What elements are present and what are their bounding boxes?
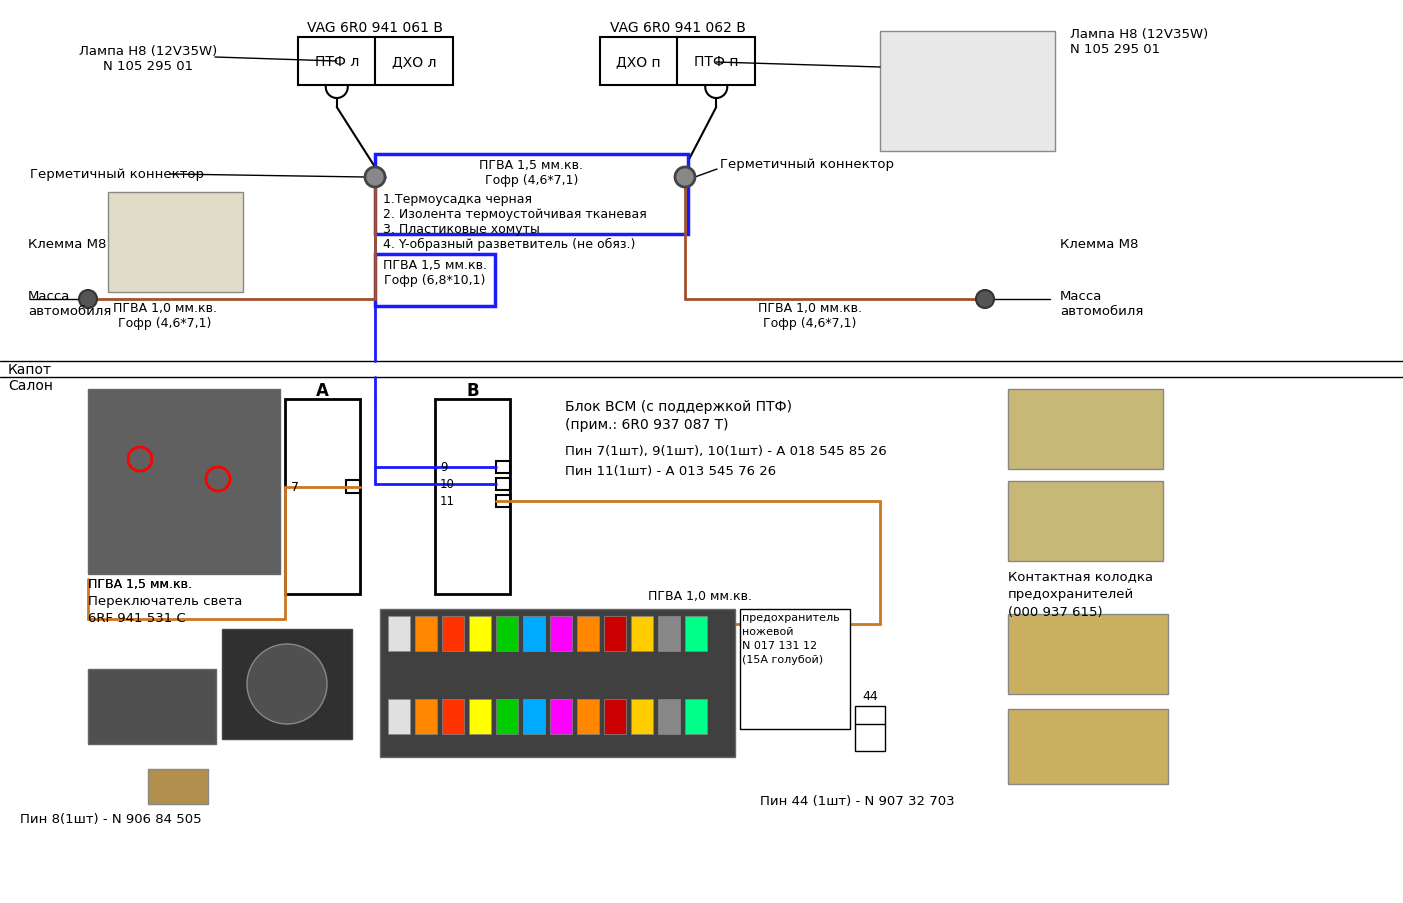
Text: ПГВА 1,0 мм.кв.: ПГВА 1,0 мм.кв. bbox=[648, 590, 752, 602]
Text: (15A голубой): (15A голубой) bbox=[742, 655, 824, 665]
Text: Контактная колодка: Контактная колодка bbox=[1007, 570, 1153, 582]
Text: A: A bbox=[316, 382, 328, 399]
Bar bbox=[1007, 614, 1169, 694]
Text: ПГВА 1,0 мм.кв.
Гофр (4,6*7,1): ПГВА 1,0 мм.кв. Гофр (4,6*7,1) bbox=[114, 302, 217, 330]
Text: Капот: Капот bbox=[8, 363, 52, 377]
Bar bbox=[658, 617, 680, 651]
Bar bbox=[285, 399, 361, 594]
Bar bbox=[880, 32, 1055, 152]
Text: ПГВА 1,0 мм.кв.
Гофр (4,6*7,1): ПГВА 1,0 мм.кв. Гофр (4,6*7,1) bbox=[758, 302, 861, 330]
Bar bbox=[1007, 709, 1169, 784]
Text: (прим.: 6R0 937 087 Т): (прим.: 6R0 937 087 Т) bbox=[565, 417, 728, 432]
Text: предохранителей: предохранителей bbox=[1007, 587, 1134, 600]
Text: B: B bbox=[466, 382, 478, 399]
Text: ПТФ л: ПТФ л bbox=[314, 55, 359, 69]
Circle shape bbox=[79, 291, 97, 309]
Bar bbox=[435, 399, 511, 594]
Text: Блок ВСМ (с поддержкой ПТФ): Блок ВСМ (с поддержкой ПТФ) bbox=[565, 399, 793, 414]
Bar bbox=[523, 617, 544, 651]
Circle shape bbox=[675, 168, 694, 188]
Text: N 017 131 12: N 017 131 12 bbox=[742, 640, 817, 650]
Bar bbox=[415, 617, 436, 651]
Text: ПТФ п: ПТФ п bbox=[694, 55, 738, 69]
Bar bbox=[605, 617, 626, 651]
Bar bbox=[469, 617, 491, 651]
Text: ДХО л: ДХО л bbox=[391, 55, 436, 69]
Text: Лампа H8 (12V35W)
N 105 295 01: Лампа H8 (12V35W) N 105 295 01 bbox=[1070, 28, 1208, 56]
Bar bbox=[577, 617, 599, 651]
Bar bbox=[631, 699, 652, 734]
Text: Масса
автомобиля: Масса автомобиля bbox=[28, 290, 111, 318]
Circle shape bbox=[976, 291, 993, 309]
Text: VAG 6R0 941 062 B: VAG 6R0 941 062 B bbox=[609, 21, 745, 35]
Bar bbox=[497, 461, 511, 473]
Circle shape bbox=[365, 168, 384, 188]
Bar bbox=[375, 255, 495, 307]
Text: ПГВА 1,5 мм.кв.
Гофр (4,6*7,1): ПГВА 1,5 мм.кв. Гофр (4,6*7,1) bbox=[480, 159, 584, 187]
Text: Салон: Салон bbox=[8, 378, 53, 393]
Bar bbox=[222, 629, 352, 740]
Bar bbox=[415, 699, 436, 734]
Text: (000 937 615): (000 937 615) bbox=[1007, 605, 1103, 619]
Bar bbox=[550, 699, 572, 734]
Text: 44: 44 bbox=[861, 689, 878, 703]
Bar bbox=[658, 699, 680, 734]
Bar bbox=[108, 192, 243, 293]
Text: Масса
автомобиля: Масса автомобиля bbox=[1061, 290, 1143, 318]
Text: Переключатель света: Переключатель света bbox=[88, 594, 243, 608]
Text: Пин 44 (1шт) - N 907 32 703: Пин 44 (1шт) - N 907 32 703 bbox=[760, 794, 954, 807]
Bar bbox=[497, 479, 511, 490]
Text: ПГВА 1,5 мм.кв.: ПГВА 1,5 мм.кв. bbox=[88, 577, 192, 591]
Bar bbox=[297, 38, 453, 86]
Bar bbox=[442, 699, 464, 734]
Bar bbox=[577, 699, 599, 734]
Bar bbox=[469, 699, 491, 734]
Text: VAG 6R0 941 061 B: VAG 6R0 941 061 B bbox=[307, 21, 443, 35]
Text: Пин 11(1шт) - A 013 545 76 26: Пин 11(1шт) - A 013 545 76 26 bbox=[565, 464, 776, 478]
Text: Пин 8(1шт) - N 906 84 505: Пин 8(1шт) - N 906 84 505 bbox=[20, 812, 202, 825]
Bar bbox=[605, 699, 626, 734]
Text: Лампа H8 (12V35W)
N 105 295 01: Лампа H8 (12V35W) N 105 295 01 bbox=[79, 45, 217, 73]
Bar bbox=[1007, 481, 1163, 562]
Text: 10: 10 bbox=[441, 478, 455, 491]
Bar bbox=[380, 610, 735, 757]
Circle shape bbox=[247, 644, 327, 724]
Bar bbox=[375, 154, 687, 235]
Bar bbox=[631, 617, 652, 651]
Bar bbox=[497, 617, 518, 651]
Text: ПГВА 1,5 мм.кв.: ПГВА 1,5 мм.кв. bbox=[88, 577, 192, 591]
Text: 7: 7 bbox=[290, 481, 299, 494]
Text: ножевой: ножевой bbox=[742, 627, 794, 637]
Text: 1.Термоусадка черная
2. Изолента термоустойчивая тканевая
3. Пластиковые хомуты
: 1.Термоусадка черная 2. Изолента термоус… bbox=[383, 192, 647, 251]
Text: предохранитель: предохранитель bbox=[742, 612, 839, 622]
Text: Герметичный коннектор: Герметичный коннектор bbox=[720, 158, 894, 171]
Text: Клемма M8: Клемма M8 bbox=[28, 237, 107, 251]
Bar bbox=[1007, 389, 1163, 470]
Text: 6RF 941 531 C: 6RF 941 531 C bbox=[88, 611, 185, 624]
Bar bbox=[600, 38, 755, 86]
Bar bbox=[389, 617, 410, 651]
Bar bbox=[497, 699, 518, 734]
Bar bbox=[739, 610, 850, 730]
Bar bbox=[497, 496, 511, 507]
Bar bbox=[685, 699, 707, 734]
Bar bbox=[389, 699, 410, 734]
Text: ДХО п: ДХО п bbox=[616, 55, 661, 69]
Text: Герметичный коннектор: Герметичный коннектор bbox=[29, 168, 203, 181]
Bar bbox=[442, 617, 464, 651]
Bar bbox=[88, 389, 281, 574]
Bar bbox=[523, 699, 544, 734]
Bar bbox=[550, 617, 572, 651]
Text: 11: 11 bbox=[441, 495, 455, 507]
Text: ПГВА 1,5 мм.кв.
Гофр (6,8*10,1): ПГВА 1,5 мм.кв. Гофр (6,8*10,1) bbox=[383, 259, 487, 286]
Bar bbox=[347, 480, 361, 493]
Bar bbox=[147, 769, 208, 804]
Text: Клемма M8: Клемма M8 bbox=[1061, 237, 1138, 251]
Bar bbox=[854, 706, 885, 751]
Bar bbox=[88, 669, 216, 744]
Text: Пин 7(1шт), 9(1шт), 10(1шт) - A 018 545 85 26: Пин 7(1шт), 9(1шт), 10(1шт) - A 018 545 … bbox=[565, 444, 887, 458]
Bar bbox=[685, 617, 707, 651]
Text: 9: 9 bbox=[441, 461, 448, 474]
